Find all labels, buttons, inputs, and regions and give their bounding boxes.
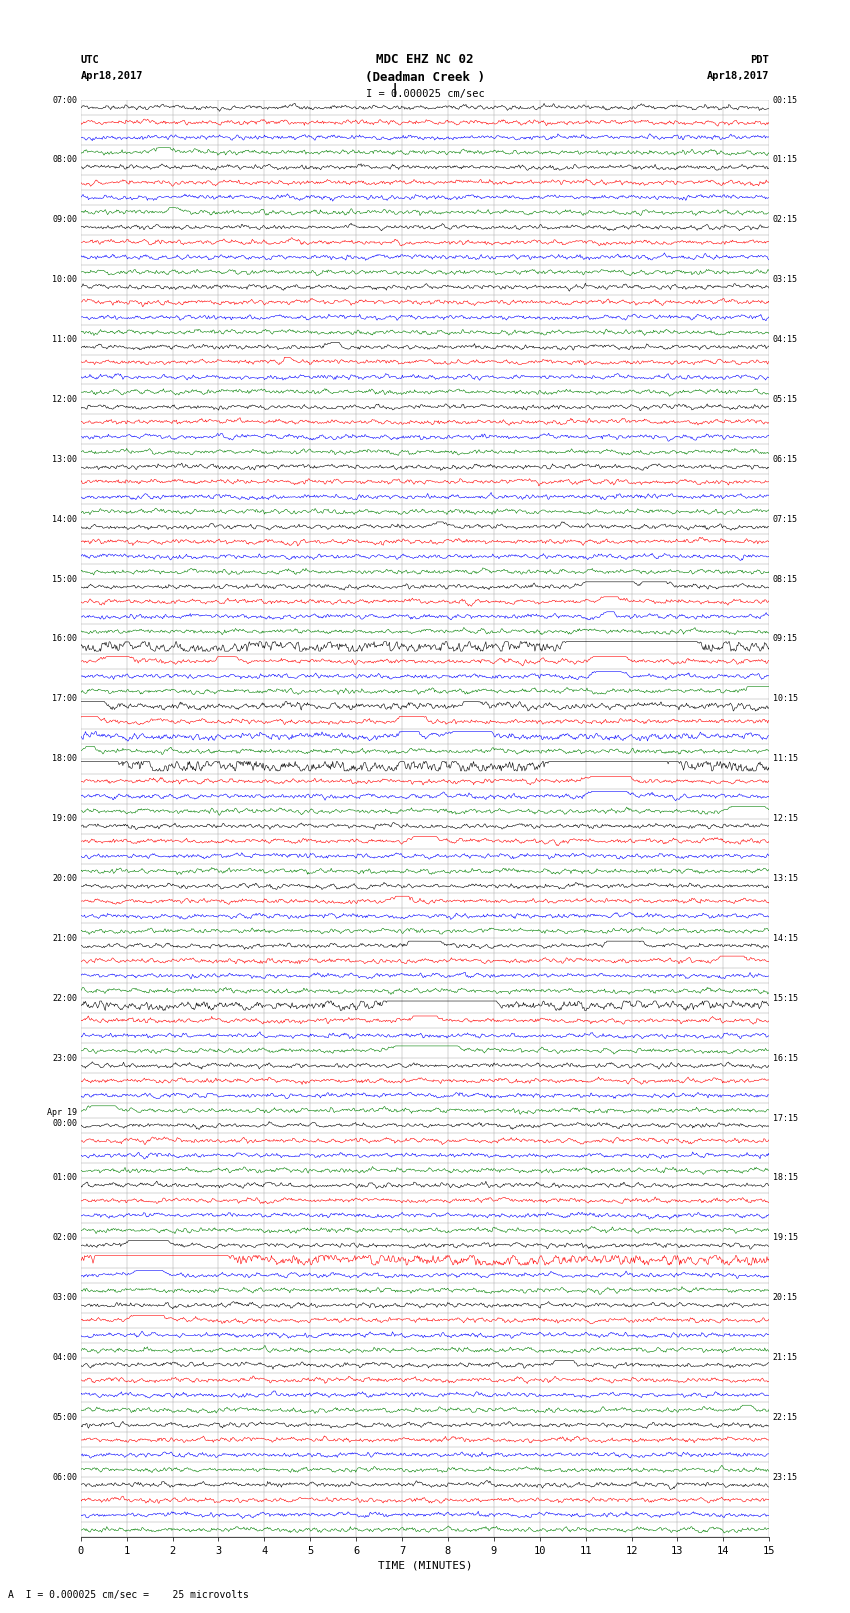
Text: 01:00: 01:00 <box>53 1173 77 1182</box>
Text: PDT: PDT <box>751 55 769 65</box>
Text: 04:15: 04:15 <box>773 336 797 344</box>
Text: 07:00: 07:00 <box>53 95 77 105</box>
Text: UTC: UTC <box>81 55 99 65</box>
Text: A  I = 0.000025 cm/sec =    25 microvolts: A I = 0.000025 cm/sec = 25 microvolts <box>8 1590 249 1600</box>
Text: 02:15: 02:15 <box>773 215 797 224</box>
Text: 11:15: 11:15 <box>773 755 797 763</box>
Text: 09:00: 09:00 <box>53 215 77 224</box>
Text: I = 0.000025 cm/sec: I = 0.000025 cm/sec <box>366 89 484 98</box>
Text: 22:00: 22:00 <box>53 994 77 1003</box>
Text: 01:15: 01:15 <box>773 155 797 165</box>
Text: 22:15: 22:15 <box>773 1413 797 1423</box>
Text: 06:15: 06:15 <box>773 455 797 465</box>
Text: 15:15: 15:15 <box>773 994 797 1003</box>
Text: 21:00: 21:00 <box>53 934 77 944</box>
Text: 10:15: 10:15 <box>773 694 797 703</box>
Text: 16:15: 16:15 <box>773 1053 797 1063</box>
Text: 11:00: 11:00 <box>53 336 77 344</box>
Text: 10:00: 10:00 <box>53 276 77 284</box>
Text: 03:15: 03:15 <box>773 276 797 284</box>
Text: Apr 19
00:00: Apr 19 00:00 <box>48 1108 77 1127</box>
Text: 21:15: 21:15 <box>773 1353 797 1361</box>
Text: 12:00: 12:00 <box>53 395 77 403</box>
Text: (Deadman Creek ): (Deadman Creek ) <box>365 71 485 84</box>
Text: 03:00: 03:00 <box>53 1294 77 1302</box>
Text: 14:00: 14:00 <box>53 515 77 524</box>
Text: 14:15: 14:15 <box>773 934 797 944</box>
Text: 17:15: 17:15 <box>773 1113 797 1123</box>
Text: 19:15: 19:15 <box>773 1234 797 1242</box>
Text: 00:15: 00:15 <box>773 95 797 105</box>
Text: 04:00: 04:00 <box>53 1353 77 1361</box>
Text: 23:15: 23:15 <box>773 1473 797 1482</box>
Text: 07:15: 07:15 <box>773 515 797 524</box>
Text: 09:15: 09:15 <box>773 634 797 644</box>
Text: 13:00: 13:00 <box>53 455 77 465</box>
Text: 02:00: 02:00 <box>53 1234 77 1242</box>
Text: 23:00: 23:00 <box>53 1053 77 1063</box>
Text: MDC EHZ NC 02: MDC EHZ NC 02 <box>377 53 473 66</box>
Text: Apr18,2017: Apr18,2017 <box>81 71 144 81</box>
Text: 17:00: 17:00 <box>53 694 77 703</box>
Text: 19:00: 19:00 <box>53 815 77 823</box>
Text: 08:15: 08:15 <box>773 574 797 584</box>
Text: 20:15: 20:15 <box>773 1294 797 1302</box>
Text: 05:15: 05:15 <box>773 395 797 403</box>
Text: |: | <box>391 82 399 97</box>
Text: 15:00: 15:00 <box>53 574 77 584</box>
Text: 12:15: 12:15 <box>773 815 797 823</box>
Text: 13:15: 13:15 <box>773 874 797 882</box>
Text: 20:00: 20:00 <box>53 874 77 882</box>
Text: 08:00: 08:00 <box>53 155 77 165</box>
Text: 18:00: 18:00 <box>53 755 77 763</box>
Text: 06:00: 06:00 <box>53 1473 77 1482</box>
Text: 05:00: 05:00 <box>53 1413 77 1423</box>
Text: 18:15: 18:15 <box>773 1173 797 1182</box>
X-axis label: TIME (MINUTES): TIME (MINUTES) <box>377 1560 473 1571</box>
Text: 16:00: 16:00 <box>53 634 77 644</box>
Text: Apr18,2017: Apr18,2017 <box>706 71 769 81</box>
